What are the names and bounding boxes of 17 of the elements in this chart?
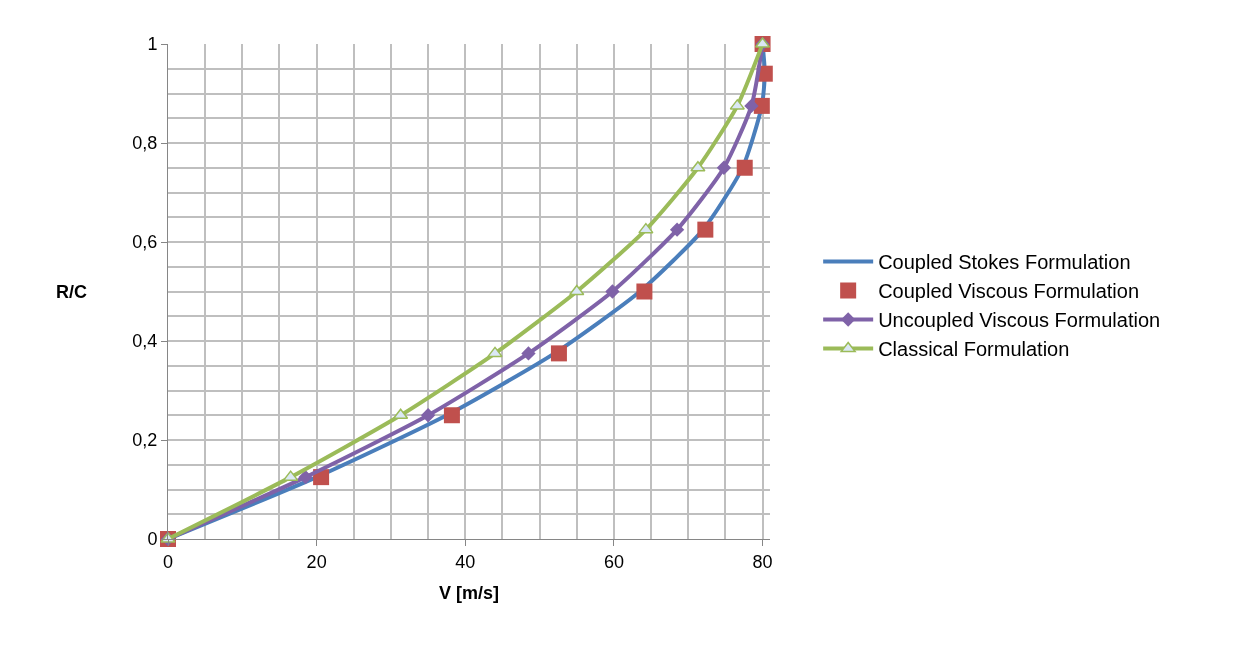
legend-label: Classical Formulation <box>878 338 1070 361</box>
legend-label: Coupled Stokes Formulation <box>878 251 1131 274</box>
y-axis-title: R/C <box>56 282 87 302</box>
x-axis-title: V [m/s] <box>438 582 500 603</box>
x-tick-label: 60 <box>603 551 624 572</box>
x-tick-label: 0 <box>162 551 174 572</box>
y-tick-label: 1 <box>147 34 158 55</box>
y-tick-label: 0,4 <box>132 331 158 352</box>
legend-label: Uncoupled Viscous Formulation <box>878 309 1161 332</box>
legend-label: Coupled Viscous Formulation <box>878 280 1140 303</box>
y-tick-label: 0,2 <box>132 430 158 451</box>
x-tick-label: 40 <box>455 551 476 572</box>
y-tick-label: 0,8 <box>132 133 158 154</box>
y-tick-label: 0,6 <box>132 232 158 253</box>
y-tick-label: 0 <box>147 529 158 550</box>
x-tick-label: 80 <box>752 551 773 572</box>
x-tick-label: 20 <box>306 551 327 572</box>
